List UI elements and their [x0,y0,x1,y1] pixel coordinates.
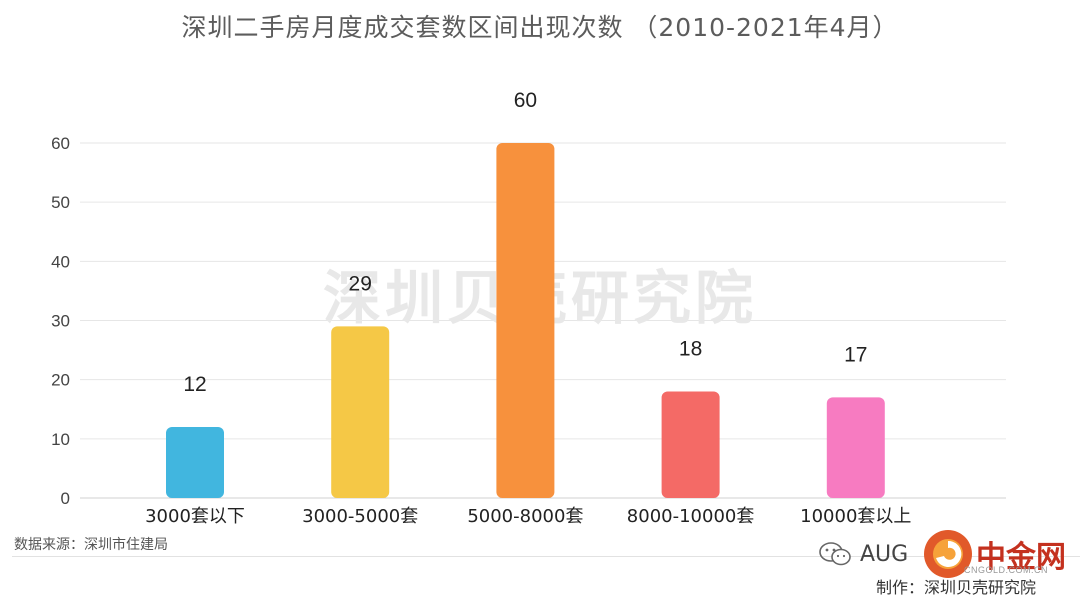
data-label: 12 [183,373,206,396]
y-tick-label: 20 [51,371,70,390]
category-label: 8000-10000套 [627,506,755,527]
y-tick-label: 40 [51,252,70,271]
y-tick-label: 0 [61,489,70,508]
footer-divider [12,556,1080,557]
bar [826,397,885,498]
data-label: 18 [679,338,702,361]
y-tick-label: 50 [51,193,70,212]
category-label: 10000套以上 [800,506,911,527]
category-label: 3000套以下 [145,506,245,527]
wechat-account-name: AUG [860,541,909,567]
category-label: 5000-8000套 [467,506,583,527]
bar [496,143,555,498]
y-tick-label: 30 [51,312,70,331]
y-tick-label: 10 [51,430,70,449]
chart-title: 深圳二手房月度成交套数区间出现次数 （2010-2021年4月） [181,13,899,42]
bar [661,391,720,498]
bar [331,326,390,498]
data-label: 17 [844,343,867,366]
data-label: 29 [349,272,372,295]
site-domain: CNGOLD.COM.CN [964,565,1049,575]
data-label: 60 [514,89,537,112]
category-label: 3000-5000套 [302,506,418,527]
wechat-icon [819,542,851,566]
wechat-account: AUG [818,541,908,567]
source-note: 数据来源：深圳市住建局 [14,537,168,553]
bar [166,427,224,498]
y-tick-label: 60 [51,134,70,153]
site-name: 中金网 [976,540,1066,575]
cngold-logo-icon [924,530,972,578]
producer-credit: 制作：深圳贝壳研究院 [876,578,1037,597]
